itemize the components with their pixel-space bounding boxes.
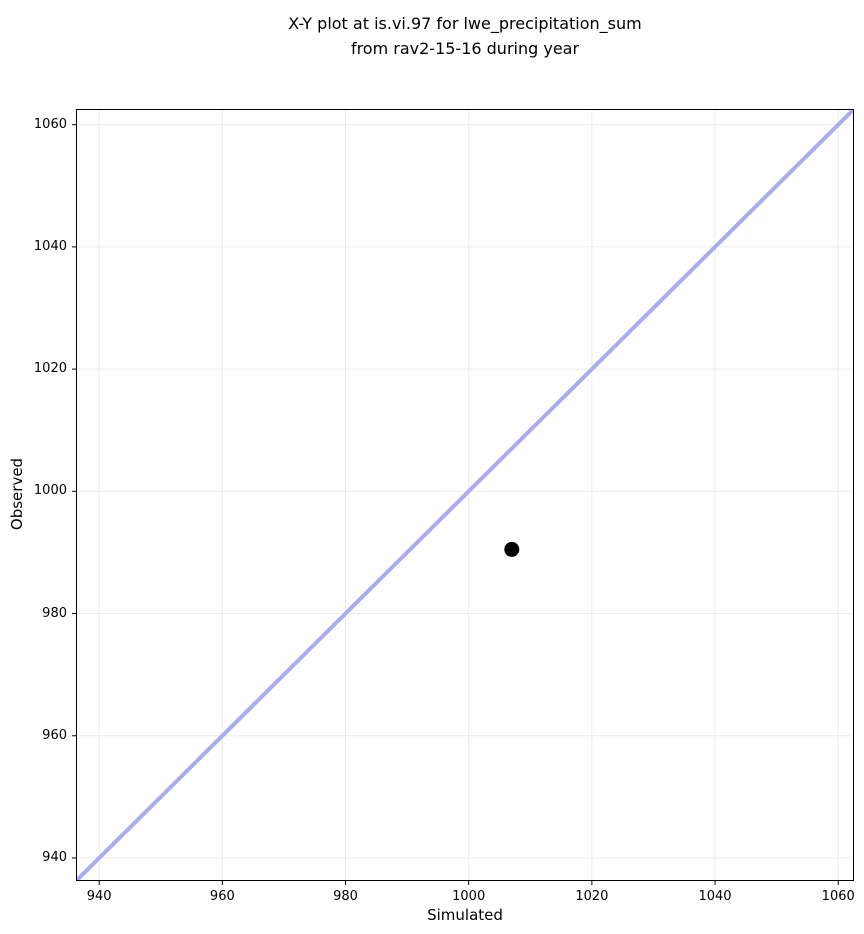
x-axis-label: Simulated [427, 906, 503, 924]
plot-canvas [72, 110, 853, 885]
chart-title-line2: from rav2-15-16 during year [350, 39, 580, 58]
plot-area: 940 960 980 1000 1020 1040 1060 940 960 980 1000 1… [34, 109, 855, 904]
y-tick-label: 980 [42, 605, 67, 621]
plot-content [77, 110, 853, 880]
y-tick-label: 1040 [33, 238, 67, 254]
x-tick-label: 1040 [698, 889, 732, 904]
x-tick-label: 980 [333, 889, 358, 904]
observation-point [504, 541, 520, 557]
x-tick-label: 1000 [452, 889, 486, 904]
chart-title-line1: X-Y plot at is.vi.97 for lwe_precipitati… [288, 14, 642, 33]
x-tick-label: 940 [86, 889, 112, 904]
chart-title: X-Y plot at is.vi.97 for lwe_precipitati… [76, 11, 854, 61]
y-tick-label: 1020 [33, 361, 67, 377]
identity-line [77, 110, 853, 880]
y-tick-label: 1000 [33, 483, 67, 499]
y-tick-label: 940 [42, 850, 67, 865]
x-tick-label: 1060 [821, 889, 855, 904]
y-tick-label: 960 [42, 727, 67, 743]
x-tick-label: 1020 [575, 889, 609, 904]
y-tick-label: 1060 [33, 116, 67, 132]
x-tick-label: 960 [209, 889, 235, 904]
